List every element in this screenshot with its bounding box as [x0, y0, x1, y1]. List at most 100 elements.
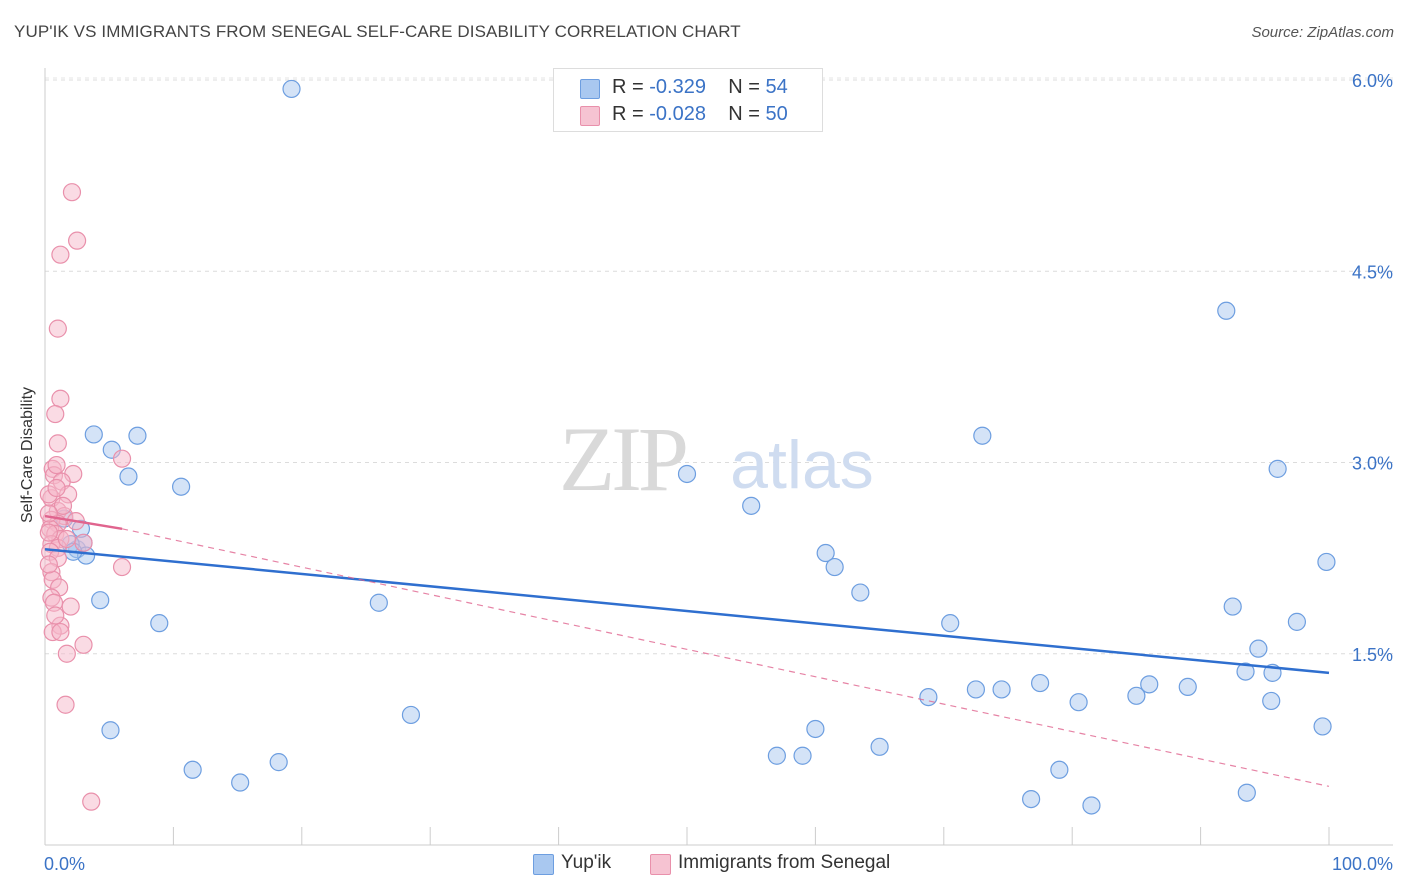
yupik-point — [1262, 691, 1281, 711]
yupik-point — [128, 426, 147, 445]
yupik-point — [1050, 760, 1069, 779]
senegal-point — [82, 792, 101, 811]
senegal-point — [56, 695, 75, 714]
senegal-point — [57, 644, 76, 663]
senegal-point — [39, 504, 58, 523]
stats-n-label: N = — [728, 103, 760, 125]
yupik-point — [941, 614, 960, 633]
yupik-point — [119, 467, 138, 486]
watermark: ZIP atlas — [559, 408, 874, 510]
yupik-point — [767, 746, 786, 765]
yupik-point — [1236, 662, 1255, 681]
yupik-point — [816, 543, 835, 563]
yupik-point — [1127, 686, 1146, 705]
senegal-point — [39, 523, 58, 542]
stats-swatch-yupik — [580, 79, 600, 99]
yupik-point — [742, 496, 761, 515]
senegal-point — [51, 245, 70, 264]
yupik-point — [1140, 675, 1159, 694]
y-tick-label: 6.0% — [1352, 71, 1393, 91]
yupik-point — [1237, 783, 1256, 802]
yupik-point — [966, 680, 986, 699]
grid-layer — [45, 77, 1393, 655]
stats-r-label: R = — [612, 103, 644, 125]
yupik-point — [401, 705, 421, 725]
yupik-point — [1223, 597, 1242, 616]
yupik-point — [1069, 693, 1088, 712]
stats-n-value: 50 — [765, 103, 788, 125]
stats-n-label: N = — [728, 76, 760, 98]
chart-title: YUP'IK VS IMMIGRANTS FROM SENEGAL SELF-C… — [14, 22, 741, 41]
yupik-point — [91, 591, 110, 610]
stats-r-label: R = — [612, 76, 644, 98]
senegal-point — [46, 404, 65, 424]
watermark-atlas: atlas — [730, 427, 874, 503]
y-tick-label: 1.5% — [1352, 645, 1393, 665]
yupik-point — [919, 687, 938, 707]
senegal-point — [74, 533, 93, 552]
yupik-point — [1022, 789, 1041, 809]
yupik-point — [992, 680, 1011, 699]
x-tick-label-max: 100.0% — [1332, 854, 1393, 874]
senegal-point — [112, 449, 132, 468]
senegal-point — [57, 529, 76, 549]
senegal-point — [48, 434, 67, 453]
senegal-point — [48, 319, 67, 338]
yupik-point — [1268, 459, 1287, 478]
senegal-point — [74, 635, 93, 654]
yupik-point — [101, 721, 120, 740]
senegal-point — [46, 606, 65, 625]
yupik-trend-line — [44, 547, 1330, 675]
stats-r-value: -0.329 — [649, 76, 706, 98]
senegal-point — [112, 557, 132, 577]
yupik-point — [150, 614, 169, 633]
senegal-point — [47, 478, 66, 498]
yupik-point — [1317, 552, 1336, 572]
yupik-point — [851, 583, 870, 602]
stats-n-value: 54 — [765, 76, 788, 98]
senegal-trend-extension — [121, 528, 1330, 787]
senegal-point — [61, 597, 80, 616]
senegal-point — [51, 622, 70, 642]
legend-label-yupik: Yup'ik — [561, 852, 612, 873]
yupik-point — [282, 79, 301, 99]
stats-swatch-senegal — [580, 106, 600, 126]
yupik-point — [1030, 673, 1050, 693]
yupik-point — [870, 737, 889, 756]
source-credit: Source: ZipAtlas.com — [1251, 24, 1394, 41]
yupik-point — [269, 753, 288, 772]
yupik-point — [1178, 677, 1197, 697]
stats-r-value: -0.028 — [649, 103, 706, 125]
x-tick-label-min: 0.0% — [44, 854, 85, 874]
y-tick-label: 4.5% — [1352, 262, 1393, 282]
senegal-point — [51, 389, 70, 408]
yupik-point — [183, 760, 202, 779]
legend: Yup'ik Immigrants from Senegal — [0, 852, 1406, 878]
senegal-point — [53, 496, 73, 515]
y-tick-label: 3.0% — [1352, 454, 1393, 474]
senegal-trend-line — [44, 514, 123, 531]
yupik-point — [1217, 301, 1236, 320]
yupik-point — [1287, 612, 1307, 631]
legend-label-senegal: Immigrants from Senegal — [678, 852, 891, 873]
axis-layer: 1.5% 3.0% 4.5% 6.0% 0.0% 100.0% — [44, 68, 1393, 874]
yupik-point — [793, 746, 812, 765]
yupik-point — [677, 464, 697, 484]
yupik-point — [1313, 717, 1332, 736]
yupik-point — [231, 773, 250, 792]
yupik-point — [1082, 796, 1101, 815]
yupik-point — [825, 557, 844, 577]
trend-layer — [44, 514, 1330, 787]
legend-swatch-yupik — [533, 854, 554, 875]
yupik-point — [973, 426, 992, 445]
yupik-point — [1249, 639, 1268, 658]
yupik-point — [369, 593, 388, 612]
points-layer — [39, 79, 1336, 815]
yupik-point — [172, 477, 191, 496]
watermark-zip: ZIP — [559, 408, 686, 510]
stats-box: R = -0.329 N = 54 R = -0.028 N = 50 — [553, 68, 823, 132]
senegal-point — [62, 183, 82, 202]
yupik-point — [84, 425, 103, 444]
yupik-point — [806, 719, 825, 739]
